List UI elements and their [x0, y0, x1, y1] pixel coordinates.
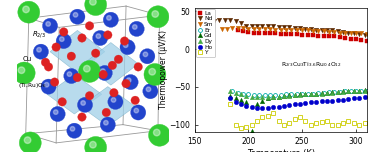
Circle shape [143, 84, 158, 99]
Polygon shape [47, 74, 102, 114]
Text: $R_{2/3}$: $R_{2/3}$ [32, 30, 46, 40]
Circle shape [56, 33, 71, 49]
Circle shape [81, 101, 85, 105]
Circle shape [85, 0, 107, 16]
Circle shape [85, 22, 94, 30]
Circle shape [146, 87, 151, 92]
Circle shape [18, 67, 25, 74]
Circle shape [131, 105, 146, 120]
Circle shape [60, 37, 64, 41]
Circle shape [58, 98, 67, 106]
Circle shape [64, 68, 79, 84]
Circle shape [99, 70, 107, 79]
Circle shape [104, 120, 108, 125]
Legend: La, Nd, Sm, Er, Gd, Dy, Ho, Y: La, Nd, Sm, Er, Gd, Dy, Ho, Y [196, 9, 215, 57]
Circle shape [67, 72, 72, 76]
Circle shape [24, 137, 31, 143]
Circle shape [120, 37, 129, 45]
Circle shape [73, 73, 82, 82]
Circle shape [44, 82, 49, 87]
Circle shape [46, 22, 50, 26]
Circle shape [52, 43, 60, 51]
Circle shape [134, 63, 143, 71]
Circle shape [120, 40, 135, 55]
Circle shape [108, 94, 123, 109]
Circle shape [50, 106, 65, 122]
Circle shape [13, 62, 35, 84]
Circle shape [18, 1, 40, 23]
Circle shape [149, 68, 155, 75]
Text: (Ti,Ru)O$_6$: (Ti,Ru)O$_6$ [18, 81, 46, 90]
Circle shape [91, 49, 100, 57]
Circle shape [44, 63, 53, 71]
Circle shape [140, 49, 155, 64]
Circle shape [93, 30, 108, 46]
Circle shape [59, 28, 68, 36]
X-axis label: Temperature (K): Temperature (K) [246, 149, 315, 152]
Circle shape [110, 88, 118, 97]
Text: Cu: Cu [23, 56, 32, 62]
Circle shape [73, 13, 78, 17]
Circle shape [104, 31, 112, 39]
Circle shape [85, 92, 94, 100]
Circle shape [41, 79, 56, 94]
Circle shape [131, 96, 139, 105]
Circle shape [33, 44, 48, 59]
Polygon shape [81, 87, 135, 126]
Circle shape [144, 64, 166, 85]
Circle shape [78, 34, 86, 42]
Circle shape [123, 74, 138, 90]
Circle shape [114, 55, 123, 64]
Circle shape [111, 98, 116, 102]
Circle shape [147, 6, 169, 28]
Circle shape [108, 61, 117, 70]
Text: R$_{2/3}$Cu$_3$Ti$_{3.6}$Ru$_{0.4}$O$_{12}$: R$_{2/3}$Cu$_3$Ti$_{3.6}$Ru$_{0.4}$O$_{1… [280, 61, 341, 69]
Circle shape [97, 65, 112, 81]
Circle shape [90, 141, 96, 148]
Circle shape [122, 79, 130, 88]
Circle shape [37, 47, 41, 52]
Circle shape [149, 124, 170, 146]
Circle shape [23, 6, 29, 13]
Circle shape [41, 58, 50, 67]
Circle shape [53, 110, 58, 114]
Polygon shape [50, 30, 105, 73]
Circle shape [103, 12, 118, 27]
Circle shape [143, 52, 148, 57]
Circle shape [77, 97, 93, 112]
Circle shape [129, 21, 144, 36]
Circle shape [134, 108, 139, 113]
Circle shape [42, 18, 58, 33]
Circle shape [107, 16, 111, 20]
Circle shape [123, 43, 128, 48]
Circle shape [19, 132, 41, 152]
Circle shape [152, 11, 158, 17]
Circle shape [70, 9, 85, 24]
Polygon shape [84, 43, 138, 85]
Circle shape [79, 60, 101, 82]
Circle shape [126, 78, 131, 82]
Circle shape [101, 69, 105, 73]
Circle shape [85, 136, 107, 152]
Circle shape [67, 52, 76, 60]
Circle shape [133, 25, 137, 29]
Circle shape [90, 0, 96, 5]
Circle shape [50, 78, 59, 86]
Y-axis label: Thermopower (μV/K): Thermopower (μV/K) [158, 30, 167, 109]
Circle shape [96, 34, 101, 38]
Circle shape [102, 108, 110, 117]
Circle shape [100, 117, 115, 132]
Circle shape [78, 113, 86, 121]
Circle shape [67, 123, 82, 138]
Circle shape [84, 65, 90, 72]
Circle shape [70, 126, 75, 131]
Circle shape [153, 129, 160, 136]
